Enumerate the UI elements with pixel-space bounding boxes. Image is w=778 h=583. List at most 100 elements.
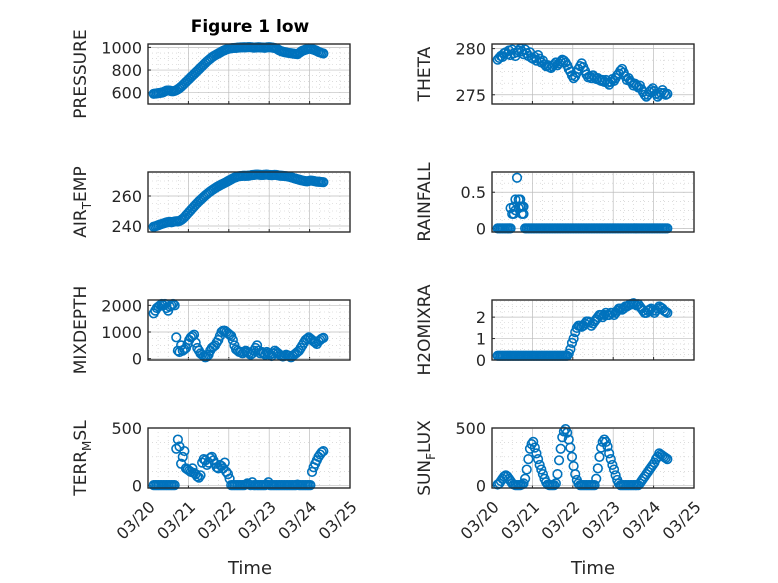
data-point (592, 463, 603, 474)
data-point (532, 454, 544, 465)
x-tick-label: 03/25 (315, 497, 361, 543)
data-point (222, 328, 234, 339)
series-rainfall (492, 172, 673, 234)
data-point (201, 351, 213, 362)
y-tick-label: 0 (132, 350, 142, 369)
data-point (647, 459, 658, 471)
y-axis-label: H2OMIXRA (415, 284, 435, 375)
y-axis-label: RAINFALL (415, 162, 435, 242)
data-point (169, 300, 180, 311)
y-tick-label: 280 (455, 40, 486, 59)
data-point (549, 480, 560, 491)
y-tick-label: 1 (476, 330, 486, 349)
y-tick-label: 0.5 (461, 183, 486, 202)
subplot-h2omixra: 0 1 2 H2OMIXRA (415, 284, 695, 376)
data-point (179, 344, 190, 355)
data-point (531, 448, 542, 459)
data-point (318, 332, 329, 343)
data-point (534, 459, 545, 471)
data-point (604, 448, 615, 459)
y-axis-label: PRESSURE (71, 29, 91, 118)
axes-frame (147, 427, 351, 489)
axes-frame (491, 43, 695, 105)
y-tick-label: 0 (476, 219, 486, 238)
figure-title: Figure 1 low (191, 17, 310, 37)
data-point (565, 344, 576, 355)
axes-frame (491, 299, 695, 361)
x-tick-label: 03/21 (497, 497, 543, 543)
y-tick-label: 1000 (101, 38, 142, 57)
y-axis-label: SUNFLUX (415, 420, 438, 496)
data-point (305, 480, 316, 491)
data-point (594, 451, 605, 462)
x-axis-label-left: Time (227, 558, 272, 579)
x-tick-label: 03/23 (578, 497, 624, 543)
subplot-rainfall: 0 0.5 RAINFALL (415, 162, 695, 242)
subplot-mixdepth: 0 1000 2000 MIXDEPTH (71, 286, 351, 374)
series-theta (492, 43, 673, 102)
data-point (166, 300, 177, 311)
y-tick-label: 500 (455, 419, 486, 438)
data-point (318, 177, 329, 188)
data-point (169, 480, 180, 491)
data-point (660, 452, 671, 464)
data-point (591, 473, 602, 484)
data-point (193, 472, 205, 483)
series-air_temp (148, 169, 329, 232)
data-point (608, 464, 620, 475)
data-point (318, 445, 329, 457)
y-tick-label: 2 (476, 308, 486, 327)
data-point (187, 463, 198, 474)
data-point (318, 48, 329, 59)
x-tick-label: 03/22 (194, 497, 240, 543)
data-point (242, 346, 253, 358)
data-point (172, 434, 183, 445)
x-tick-label: 03/21 (153, 497, 199, 543)
data-point (529, 442, 540, 453)
y-tick-label: 500 (111, 419, 142, 438)
data-point (553, 455, 565, 466)
data-point (662, 307, 673, 318)
data-point (568, 73, 579, 84)
subplot-theta: 275 280 THETA (415, 40, 695, 105)
series-mixdepth (148, 298, 329, 363)
data-point (565, 442, 576, 453)
data-point (224, 329, 235, 340)
axes-frame (147, 299, 351, 361)
y-tick-label: 0 (476, 477, 486, 496)
data-point (570, 469, 581, 480)
data-point (510, 194, 521, 205)
data-point (660, 306, 671, 317)
subplot-air_temp: 240 260 AIRTEMP (71, 166, 351, 238)
data-point (227, 334, 238, 346)
subplot-pressure: 600 800 1000 PRESSURE (71, 29, 351, 119)
data-point (600, 436, 612, 447)
data-point (177, 451, 188, 462)
data-point (662, 454, 673, 465)
data-point (222, 469, 234, 480)
x-axis-label-right: Time (570, 558, 615, 579)
data-point (662, 223, 673, 234)
y-axis-label: AIRTEMP (71, 166, 94, 237)
data-point (505, 223, 516, 234)
data-point (179, 445, 190, 457)
data-point (602, 441, 613, 452)
data-point (523, 454, 534, 465)
data-point (243, 348, 255, 359)
data-point (177, 345, 188, 356)
data-point (203, 457, 214, 468)
data-point (164, 301, 175, 312)
data-point (516, 479, 527, 490)
y-tick-label: 1000 (101, 323, 142, 342)
y-tick-label: 800 (111, 61, 142, 80)
data-point (316, 447, 327, 458)
y-tick-label: 600 (111, 84, 142, 103)
data-point (528, 436, 539, 447)
y-tick-label: 275 (455, 86, 486, 105)
data-point (302, 333, 313, 344)
data-point (520, 473, 531, 484)
x-tick-label: 03/24 (274, 497, 320, 543)
data-point (195, 470, 206, 481)
